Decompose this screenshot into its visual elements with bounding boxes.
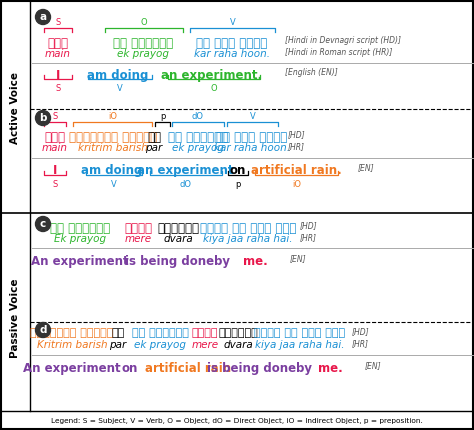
Text: b: b (39, 113, 47, 123)
Text: An experiment: An experiment (31, 255, 129, 268)
Text: [EN]: [EN] (365, 361, 382, 370)
Text: p: p (160, 112, 165, 121)
Text: me.: me. (318, 362, 342, 375)
Text: is being done: is being done (126, 255, 215, 268)
Text: पर: पर (147, 131, 161, 144)
Text: मैं: मैं (47, 37, 69, 50)
Text: par: par (109, 340, 127, 350)
Text: kar raha hoon.: kar raha hoon. (214, 143, 290, 153)
Text: ek prayog: ek prayog (172, 143, 224, 153)
Text: किया जा रहा है।: किया जा रहा है। (255, 328, 346, 338)
Text: एक प्रयोग: एक प्रयोग (132, 328, 189, 338)
Text: V: V (250, 112, 255, 121)
Text: dvara: dvara (163, 234, 193, 244)
Circle shape (36, 216, 51, 231)
Text: V: V (117, 84, 123, 93)
Text: एक प्रयोग: एक प्रयोग (113, 37, 173, 50)
Circle shape (36, 9, 51, 25)
Text: कर रहा हूँ।: कर रहा हूँ। (196, 37, 268, 50)
Text: iO: iO (292, 180, 301, 189)
Text: Active Voice: Active Voice (10, 72, 20, 144)
Text: mere: mere (125, 234, 152, 244)
Text: [HR]: [HR] (352, 339, 369, 348)
Text: a: a (39, 12, 46, 22)
Text: artificial rain.: artificial rain. (251, 164, 341, 177)
Text: मेरे: मेरे (192, 328, 218, 338)
Text: किया जा रहा है।: किया जा रहा है। (200, 222, 296, 235)
Text: I: I (53, 164, 57, 177)
Text: [HR]: [HR] (288, 142, 305, 151)
Text: dO: dO (192, 112, 204, 121)
Text: an experiment: an experiment (137, 164, 233, 177)
Text: par: par (146, 143, 163, 153)
Text: kritrim barish: kritrim barish (78, 143, 148, 153)
Text: कृत्रिम बारिश: कृत्रिम बारिश (69, 131, 157, 144)
Text: am doing: am doing (87, 69, 149, 82)
Text: by: by (214, 255, 230, 268)
Text: S: S (52, 180, 58, 189)
Text: कर रहा हूँ।: कर रहा हूँ। (216, 131, 288, 144)
Text: by: by (296, 362, 312, 375)
Text: द्वारा: द्वारा (157, 222, 199, 235)
Text: Kritrim barish: Kritrim barish (36, 340, 107, 350)
Text: Passive Voice: Passive Voice (10, 278, 20, 358)
Text: O: O (210, 84, 217, 93)
Text: am doing: am doing (82, 164, 143, 177)
Text: पर: पर (111, 328, 125, 338)
Text: V: V (229, 18, 236, 27)
Text: kiya jaa raha hai.: kiya jaa raha hai. (255, 340, 345, 350)
Text: [HR]: [HR] (300, 233, 317, 242)
Text: Ek prayog: Ek prayog (54, 234, 106, 244)
Text: d: d (39, 325, 47, 335)
Text: [Hindi in Roman script (HR)]: [Hindi in Roman script (HR)] (285, 48, 392, 57)
Text: main: main (42, 143, 68, 153)
Text: an experiment.: an experiment. (162, 69, 263, 82)
Text: [Hindi in Devnagri script (HD)]: [Hindi in Devnagri script (HD)] (285, 36, 401, 45)
Text: iO: iO (108, 112, 117, 121)
Text: main: main (45, 49, 71, 59)
Text: dO: dO (180, 180, 192, 189)
Text: on: on (122, 362, 138, 375)
Text: कृत्रिम बारिश: कृत्रिम बारिश (30, 328, 114, 338)
Text: S: S (52, 112, 58, 121)
Text: on: on (230, 164, 246, 177)
Text: I: I (56, 69, 60, 82)
Text: artificial rain: artificial rain (145, 362, 231, 375)
Text: एक प्रयोग: एक प्रयोग (168, 131, 228, 144)
Text: [English (EN)]: [English (EN)] (285, 68, 338, 77)
Text: is being done: is being done (208, 362, 297, 375)
Text: me.: me. (243, 255, 267, 268)
Text: S: S (55, 18, 61, 27)
Circle shape (36, 322, 51, 338)
Text: kiya jaa raha hai.: kiya jaa raha hai. (203, 234, 293, 244)
Text: एक प्रयोग: एक प्रयोग (50, 222, 110, 235)
Text: S: S (55, 84, 61, 93)
Text: mere: mere (191, 340, 219, 350)
Text: Legend: S = Subject, V = Verb, O = Object, dO = Direct Object, iO = Indirect Obj: Legend: S = Subject, V = Verb, O = Objec… (51, 418, 423, 424)
Text: [HD]: [HD] (300, 221, 318, 230)
Text: द्वारा: द्वारा (218, 328, 258, 338)
Text: V: V (111, 180, 117, 189)
Text: O: O (141, 18, 147, 27)
Text: An experiment: An experiment (23, 362, 121, 375)
Text: c: c (40, 219, 46, 229)
Text: ek prayog: ek prayog (117, 49, 169, 59)
Text: [HD]: [HD] (352, 327, 370, 336)
Circle shape (36, 111, 51, 126)
Text: kar raha hoon.: kar raha hoon. (194, 49, 270, 59)
Text: मेरे: मेरे (124, 222, 152, 235)
Text: [EN]: [EN] (358, 163, 374, 172)
Text: ek prayog: ek prayog (134, 340, 186, 350)
Text: मैं: मैं (45, 131, 65, 144)
Text: dvara: dvara (223, 340, 253, 350)
Text: [EN]: [EN] (290, 254, 307, 263)
Text: [HD]: [HD] (288, 130, 306, 139)
Text: p: p (235, 180, 241, 189)
